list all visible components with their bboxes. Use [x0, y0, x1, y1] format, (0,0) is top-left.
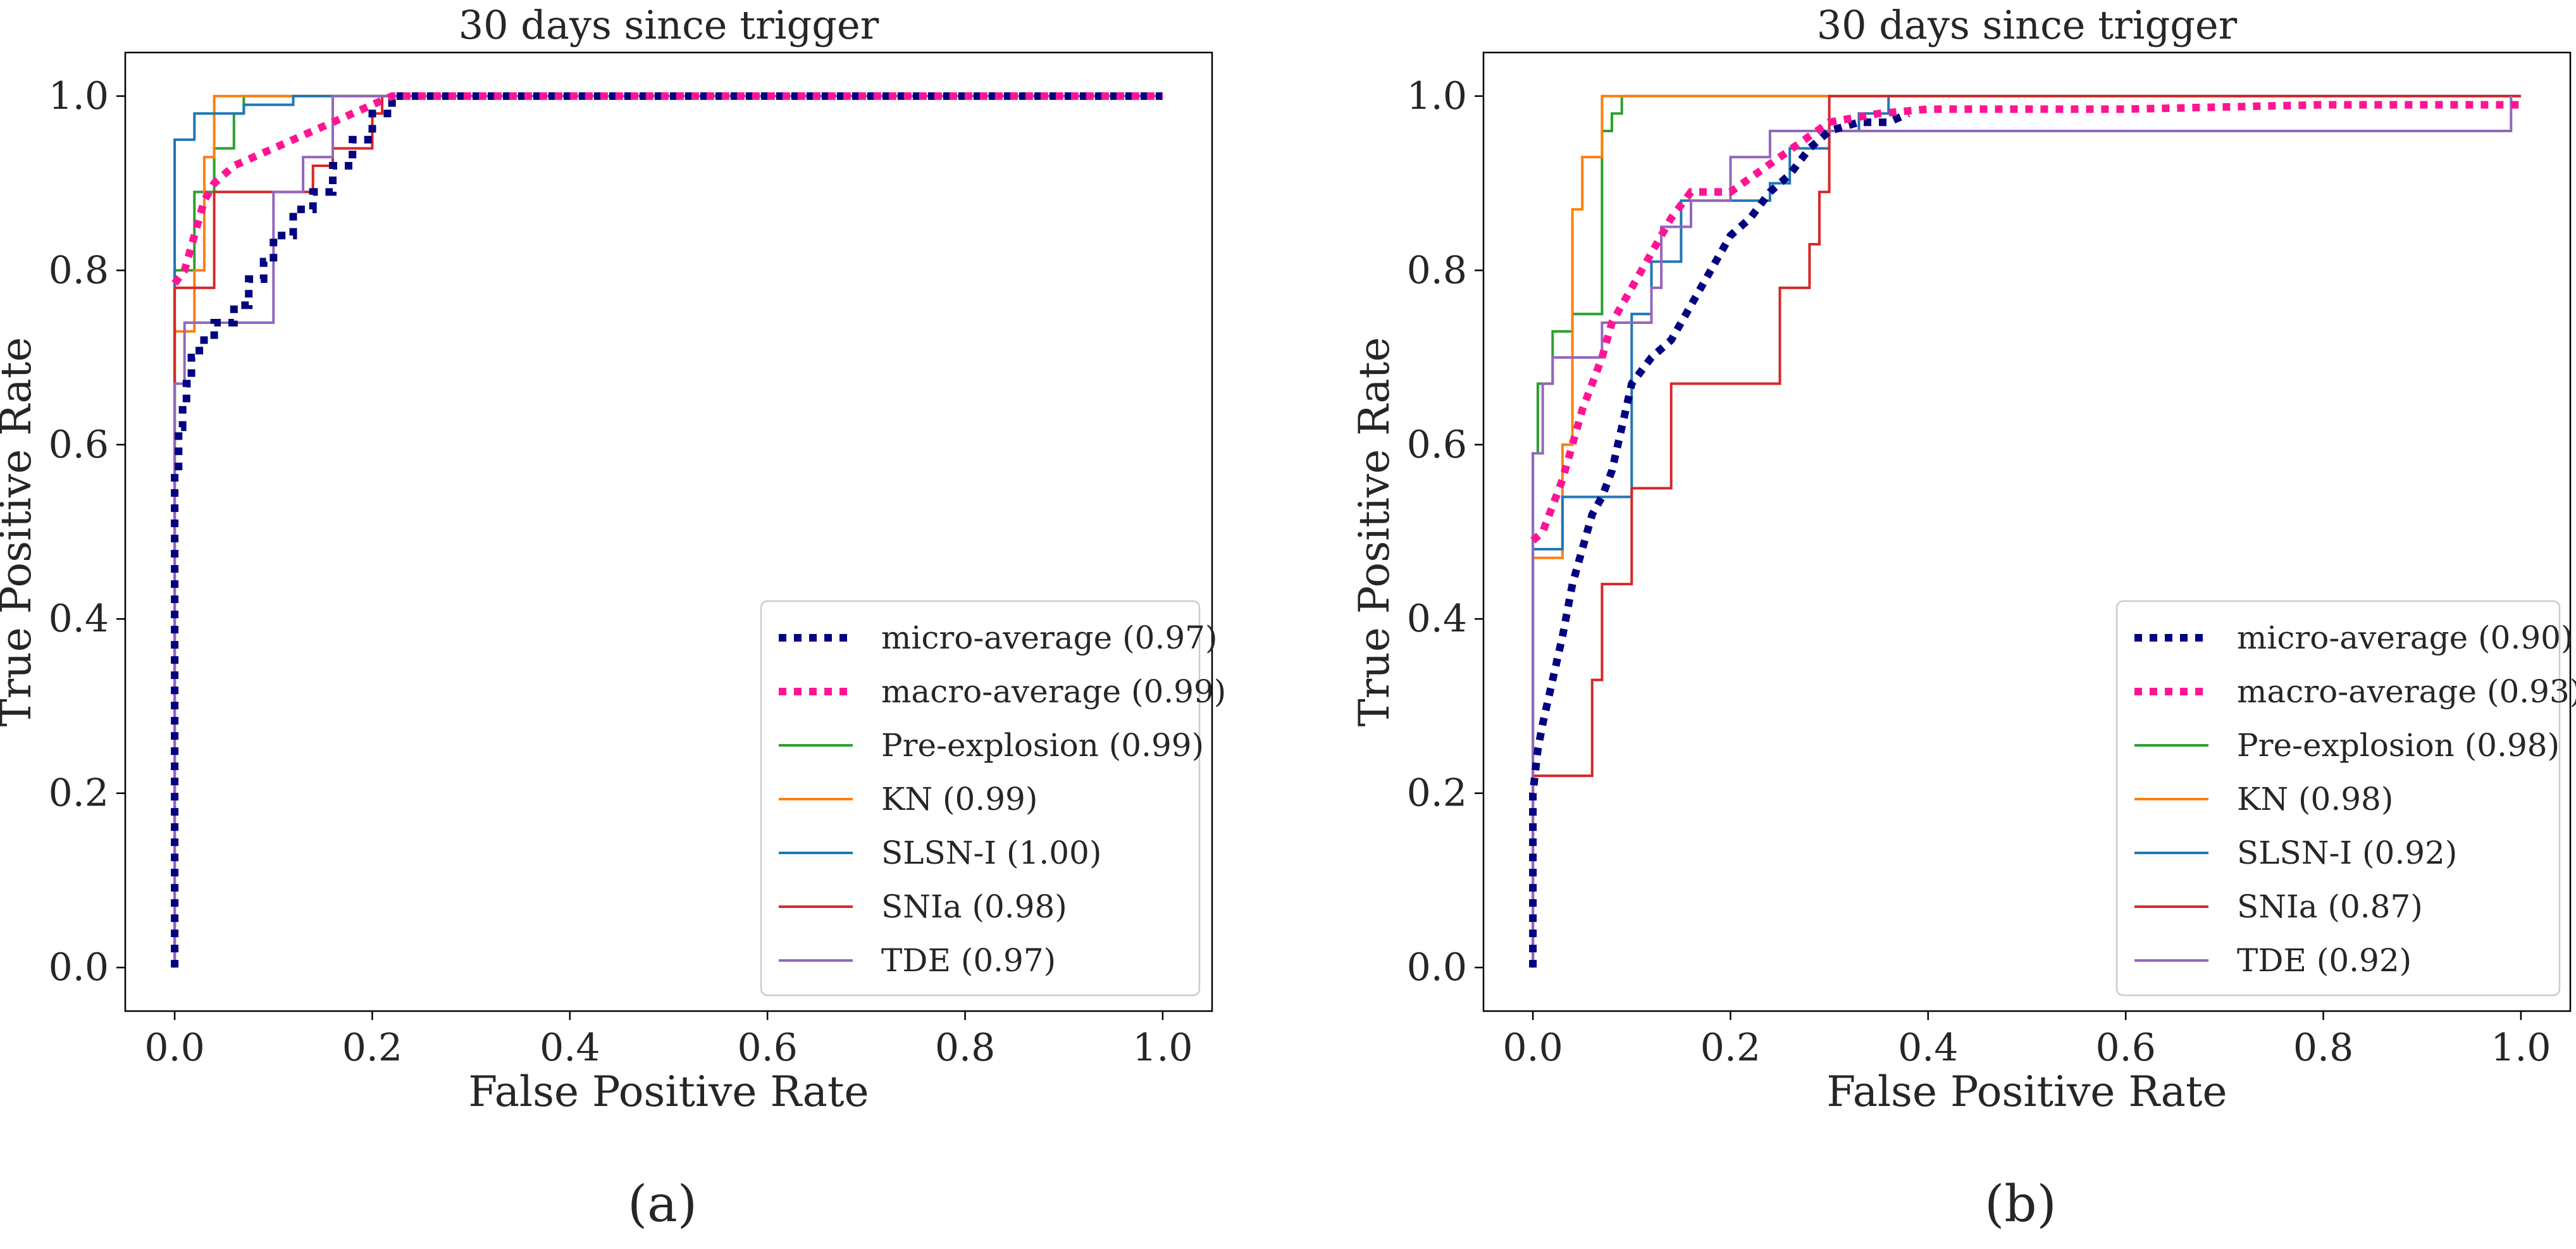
legend: micro-average (0.90) macro-average (0.93)…: [2115, 600, 2576, 997]
x-tick-label: 0.4: [540, 1026, 600, 1070]
x-tick-label: 0.6: [737, 1026, 797, 1070]
legend-entry-label: SNIa (0.98): [881, 888, 1067, 925]
y-tick-label: 0.0: [49, 945, 109, 990]
chart-title: 30 days since trigger: [459, 2, 879, 48]
legend-entry-label: KN (0.98): [2237, 781, 2393, 817]
y-tick-label: 0.2: [49, 771, 109, 816]
y-tick-label: 0.6: [1407, 423, 1467, 467]
plot-frame: [124, 51, 1213, 1012]
y-tick-label: 0.4: [49, 597, 109, 641]
series-line-tde: [1532, 96, 2513, 968]
series-line-macro-average: [1530, 101, 2521, 544]
legend-entry-label: micro-average (0.90): [2237, 619, 2573, 656]
chart-panel-2: 30 days since trigger 0.0 0.0 0.2 0.2 0.4 0.4 0…: [1350, 2, 2576, 1233]
x-tick-label: 0.0: [1502, 1026, 1563, 1070]
legend-entry-label: SLSN-I (1.00): [881, 835, 1101, 871]
series-line-snia: [173, 94, 1163, 968]
y-axis-label: True Positive Rate: [0, 337, 40, 727]
series-line-slsn-i: [1532, 94, 2521, 968]
series-line-kn: [173, 94, 1163, 968]
legend-entry-label: micro-average (0.97): [881, 619, 1218, 656]
x-tick-label: 0.4: [1898, 1026, 1958, 1070]
x-tick-label: 0.8: [935, 1026, 995, 1070]
series-line-kn: [1532, 94, 2521, 968]
x-tick-label: 0.2: [1700, 1026, 1761, 1070]
y-tick-label: 0.4: [1407, 597, 1467, 641]
y-tick-label: 1.0: [1407, 74, 1467, 118]
chart-panel-1: 30 days since trigger 0.0 0.0 0.2 0.2 0.4 0.4 0…: [0, 2, 1226, 1233]
legend-entry-label: Pre-explosion (0.99): [881, 727, 1204, 764]
legend-entry-label: KN (0.99): [881, 781, 1037, 817]
series-line-snia: [1532, 94, 2521, 968]
y-tick-label: 0.6: [49, 423, 109, 467]
plot-frame: [1482, 51, 2572, 1012]
chart-title: 30 days since trigger: [1817, 2, 2238, 48]
x-axis-label: False Positive Rate: [468, 1067, 869, 1116]
legend-box: [760, 600, 1201, 997]
legend: micro-average (0.97) macro-average (0.99)…: [760, 600, 1226, 997]
legend-entry-label: macro-average (0.99): [881, 673, 1226, 710]
legend-entry-label: macro-average (0.93): [2237, 673, 2576, 710]
legend-entry-label: SLSN-I (0.92): [2237, 835, 2457, 871]
y-tick-label: 1.0: [49, 74, 109, 118]
series-line-micro-average: [1529, 109, 1910, 968]
legend-entry-label: TDE (0.92): [2237, 942, 2412, 979]
legend-entry-label: Pre-explosion (0.98): [2237, 727, 2560, 764]
y-tick-label: 0.0: [1407, 945, 1467, 990]
x-tick-label: 0.8: [2293, 1026, 2353, 1070]
y-tick-label: 0.8: [49, 248, 109, 292]
x-tick-label: 1.0: [2491, 1026, 2551, 1070]
x-axis-label: False Positive Rate: [1826, 1067, 2227, 1116]
y-tick-label: 0.2: [1407, 771, 1467, 816]
panel-label: (a): [628, 1174, 697, 1233]
legend-box: [2115, 600, 2561, 997]
legend-entry-label: TDE (0.97): [881, 942, 1056, 979]
x-tick-label: 0.2: [342, 1026, 402, 1070]
series-line-micro-average: [171, 92, 1163, 968]
panel-label: (b): [1985, 1174, 2057, 1233]
x-tick-label: 0.0: [144, 1026, 204, 1070]
series-line-tde: [173, 94, 1163, 968]
y-axis-label: True Positive Rate: [1350, 337, 1399, 727]
series-line-macro-average: [171, 92, 1163, 286]
series-line-slsn-i: [173, 94, 1163, 968]
y-tick-label: 0.8: [1407, 248, 1467, 292]
x-tick-label: 0.6: [2095, 1026, 2155, 1070]
legend-entry-label: SNIa (0.87): [2237, 888, 2423, 925]
x-tick-label: 1.0: [1132, 1026, 1192, 1070]
